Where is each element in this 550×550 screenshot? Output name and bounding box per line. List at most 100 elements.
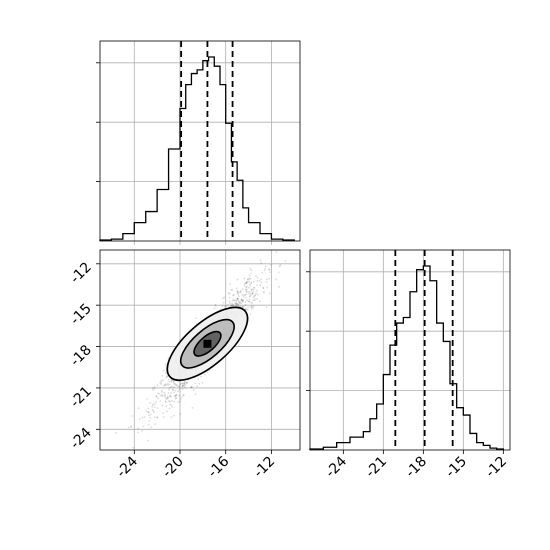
scatter-point xyxy=(141,416,144,419)
scatter-point xyxy=(264,267,267,270)
scatter-point xyxy=(252,289,255,291)
scatter-point xyxy=(263,290,265,293)
scatter-point xyxy=(179,397,182,400)
x-tick-label: -15 xyxy=(443,454,470,481)
scatter-point xyxy=(164,393,166,396)
scatter-point xyxy=(243,284,246,287)
scatter-point xyxy=(250,269,253,272)
x-tick-label: -18 xyxy=(403,454,430,481)
scatter-point xyxy=(239,289,242,292)
scatter-point xyxy=(149,401,152,404)
scatter-point xyxy=(230,304,233,307)
scatter-point xyxy=(242,295,245,298)
scatter-point xyxy=(248,277,251,280)
scatter-point xyxy=(156,407,159,410)
scatter-point xyxy=(240,298,243,301)
scatter-point xyxy=(237,300,240,302)
scatter-point xyxy=(159,382,162,384)
scatter-point xyxy=(231,289,234,291)
scatter-point xyxy=(265,265,267,268)
scatter-point xyxy=(162,369,165,372)
scatter-point xyxy=(151,403,154,406)
scatter-point xyxy=(253,294,256,297)
scatter-point xyxy=(173,394,176,397)
scatter-point xyxy=(247,278,250,281)
scatter-point xyxy=(248,292,251,295)
scatter-point xyxy=(265,306,268,309)
frame-top-left xyxy=(99,40,301,242)
scatter-point xyxy=(182,394,185,396)
y-tick-label: -24 xyxy=(67,425,95,453)
scatter-point xyxy=(178,385,180,387)
scatter-point xyxy=(154,402,157,405)
scatter-point xyxy=(244,296,247,299)
scatter-point xyxy=(229,304,232,307)
scatter-point xyxy=(161,394,164,396)
scatter-point xyxy=(250,288,253,291)
scatter-point xyxy=(226,303,229,306)
scatter-point xyxy=(252,306,254,309)
scatter-point xyxy=(246,299,249,302)
scatter-point xyxy=(248,274,251,277)
scatter-point xyxy=(203,373,206,376)
scatter-point xyxy=(229,302,231,305)
scatter-point xyxy=(194,393,197,396)
frame-bottom-left xyxy=(99,249,301,451)
scatter-point xyxy=(156,397,159,400)
grid-bottom-right xyxy=(310,250,510,450)
scatter-point xyxy=(245,290,248,292)
scatter-point xyxy=(164,383,167,386)
scatter-point xyxy=(148,419,151,422)
scatter-point xyxy=(141,429,144,432)
scatter-point xyxy=(249,277,252,280)
scatter-point xyxy=(197,378,200,380)
scatter-point xyxy=(256,284,258,287)
scatter-point xyxy=(275,278,277,281)
scatter-point xyxy=(167,388,170,391)
scatter-point xyxy=(257,293,259,296)
scatter-point xyxy=(156,416,159,419)
scatter-point xyxy=(169,403,172,406)
scatter-point xyxy=(166,396,169,399)
scatter-point xyxy=(174,382,177,385)
scatter-point xyxy=(163,395,166,398)
scatter-point xyxy=(170,386,172,388)
scatter-point xyxy=(179,387,181,390)
scatter-point xyxy=(256,289,258,292)
histogram-step-top-left xyxy=(99,56,295,241)
scatter-point xyxy=(169,394,172,397)
scatter-point xyxy=(167,392,170,394)
scatter-point xyxy=(156,384,159,387)
scatter-point xyxy=(173,400,176,403)
scatter-point xyxy=(184,384,187,387)
scatter-point xyxy=(251,301,254,304)
scatter-point xyxy=(163,391,166,394)
scatter-point xyxy=(241,306,244,308)
scatter-point xyxy=(167,378,170,381)
scatter-point xyxy=(244,282,247,285)
scatter-point xyxy=(256,297,258,300)
scatter-point xyxy=(265,281,268,283)
scatter-point xyxy=(170,380,173,382)
scatter-point xyxy=(239,291,242,293)
scatter-point xyxy=(278,285,280,288)
scatter-point xyxy=(233,299,236,302)
scatter-point xyxy=(245,282,248,284)
scatter-point xyxy=(255,292,257,294)
scatter-point xyxy=(165,398,168,400)
scatter-point xyxy=(194,382,197,385)
scatter-point xyxy=(160,391,163,393)
scatter-point xyxy=(250,306,253,308)
scatter-point xyxy=(137,427,139,430)
scatter-point xyxy=(183,382,186,385)
scatter-point xyxy=(159,400,162,402)
scatter-point xyxy=(162,412,164,415)
scatter-point xyxy=(258,279,261,282)
scatter-point xyxy=(235,299,238,302)
scatter-point xyxy=(162,379,165,381)
scatter-point xyxy=(269,263,272,266)
scatter-point xyxy=(136,431,139,434)
scatter-point xyxy=(167,384,169,387)
y-ticks-top-left xyxy=(96,62,100,183)
scatter-point xyxy=(263,269,266,272)
